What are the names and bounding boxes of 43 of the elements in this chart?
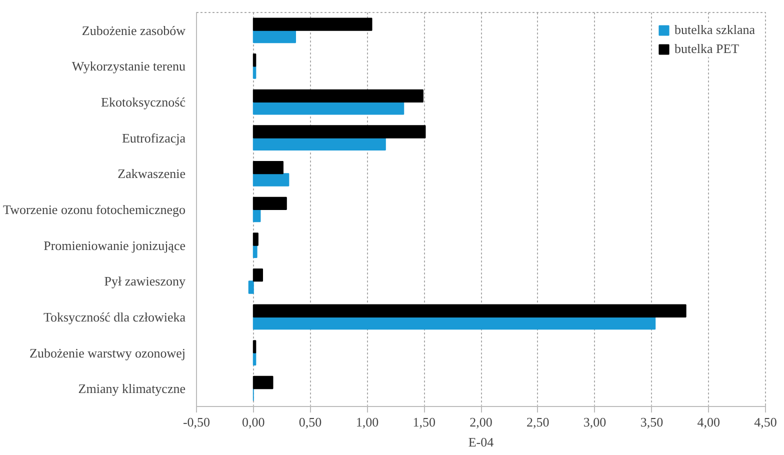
y-tick-label: Zmiany klimatyczne: [78, 381, 186, 396]
bar: [252, 137, 386, 151]
y-tick-label: Zubożenie warstwy ozonowej: [30, 345, 186, 360]
x-tick-label: -0,50: [182, 414, 210, 430]
x-tick-label: 4,00: [697, 414, 720, 430]
bar: [252, 54, 256, 67]
bar: [252, 304, 686, 318]
x-tick-label: 0,50: [298, 414, 322, 430]
legend-label: butelka szklana: [674, 22, 755, 38]
x-tick-label: 2,00: [470, 414, 492, 430]
y-tick-label: Toksyczność dla człowieka: [43, 309, 186, 324]
y-tick-label: Zakwaszenie: [118, 166, 186, 182]
bar: [252, 161, 284, 174]
bar: [252, 18, 372, 31]
y-tick-label: Ekotoksyczność: [101, 94, 186, 110]
bar: [252, 30, 296, 44]
bar: [252, 196, 287, 210]
bar: [252, 89, 424, 103]
bar: [252, 244, 258, 258]
y-tick-label: Pył zawieszony: [104, 274, 186, 289]
x-axis-title: E-04: [468, 434, 494, 450]
x-tick-label: 1,50: [412, 414, 436, 430]
bar: [248, 280, 254, 294]
x-tick-label: 3,00: [583, 414, 606, 430]
y-tick-label: Wykorzystanie terenu: [72, 58, 186, 74]
x-tick-label: 2,50: [526, 414, 550, 430]
y-tick-label: Eutrofizacja: [122, 130, 186, 146]
x-tick-label: 0,00: [242, 414, 265, 430]
y-tick-label: Promieniowanie jonizujące: [44, 238, 186, 253]
bar: [252, 340, 256, 354]
x-tick-label: 1,00: [356, 414, 379, 430]
legend-label: butelka PET: [674, 41, 740, 57]
bar: [252, 316, 656, 330]
bar: [252, 268, 264, 282]
x-tick-label: 4,50: [754, 414, 777, 430]
x-tick-label: 3,50: [640, 414, 664, 430]
bar: [252, 232, 258, 246]
bar: [252, 102, 404, 115]
y-tick-label: Tworzenie ozonu fotochemicznego: [3, 202, 186, 217]
bar: [252, 173, 290, 186]
bar: [252, 376, 274, 390]
y-tick-label: Zubożenie zasobów: [82, 22, 186, 38]
bar: [252, 125, 426, 138]
